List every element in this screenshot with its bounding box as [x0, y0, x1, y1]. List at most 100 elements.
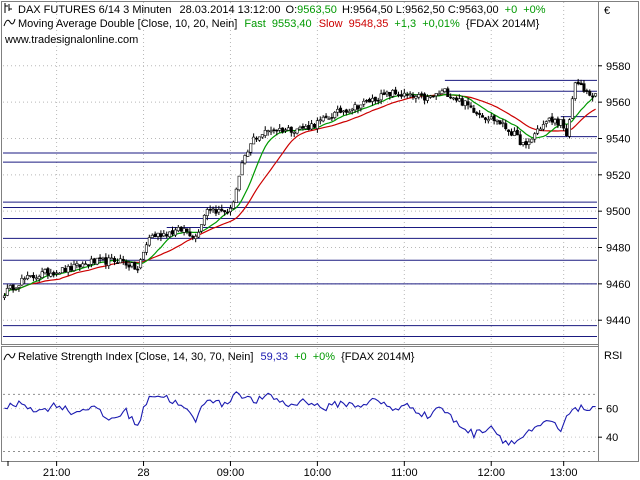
candle-body [463, 100, 467, 107]
rsi-axis-ticks: 40 60 [598, 404, 618, 444]
rsi-icon [3, 352, 16, 361]
candle-body [457, 98, 461, 102]
candle-body [284, 129, 288, 132]
candle-body [504, 123, 508, 130]
candle-body [376, 99, 380, 102]
candle-body [315, 120, 319, 129]
candle-body [452, 97, 456, 100]
time-tick-label: 11:00 [391, 467, 418, 479]
candle-group [2, 78, 598, 301]
candle-body [336, 108, 340, 113]
candle-body [559, 119, 563, 126]
time-tick-label: 28 [137, 467, 149, 479]
candle-body [252, 136, 256, 145]
candle-body [573, 82, 577, 99]
candle-body [382, 92, 386, 95]
candle-body [139, 259, 143, 269]
candle-body [179, 226, 183, 232]
candle-body [536, 128, 540, 134]
candle-body [188, 231, 192, 237]
candle-body [405, 94, 409, 96]
header-datetime: 28.03.2014 13:12:00 [180, 4, 281, 16]
candle-body [194, 235, 198, 240]
candle-body [423, 93, 427, 101]
candle-body [472, 107, 476, 113]
candle-body [286, 127, 290, 131]
indicator-name: Moving Average Double [Close, 10, 20, Ne… [18, 18, 237, 30]
candle-body [249, 143, 253, 153]
ohlc-l-value: 9562,50 [405, 4, 445, 16]
candle-body [344, 109, 348, 113]
ohlc-c-label: C: [448, 4, 459, 16]
candle-body [460, 98, 464, 106]
candle-body [246, 151, 250, 157]
candle-body [81, 263, 85, 268]
candle-body [538, 128, 542, 131]
candle-body [347, 110, 351, 113]
candle-body [23, 278, 27, 280]
candle-body [434, 93, 438, 97]
rsi-title: Relative Strength Index [Close, 14, 30, … [18, 351, 253, 363]
candle-body [168, 231, 172, 238]
candle-body [567, 119, 571, 137]
candle-body [440, 90, 444, 95]
ohlc-l-label: L: [396, 4, 405, 16]
rsi-tick-label: 60 [606, 404, 618, 416]
candle-body [223, 210, 227, 213]
rsi-change: +0 [294, 351, 307, 363]
candle-body [43, 269, 47, 274]
candle-body [121, 258, 125, 262]
time-tick-label: 10:00 [304, 467, 332, 479]
candle-body [17, 285, 21, 288]
candle-body [289, 126, 293, 133]
candle-body [588, 90, 592, 96]
candle-body [310, 123, 314, 130]
candle-body [220, 208, 224, 211]
candle-body [478, 113, 482, 115]
candle-body [550, 116, 554, 123]
candle-body [541, 124, 545, 130]
candle-body [133, 261, 137, 270]
rsi-line [4, 391, 596, 446]
candle-body [202, 214, 206, 226]
candle-body [118, 258, 122, 264]
rsi-symbol: {FDAX 2014M} [341, 351, 415, 363]
candle-body [379, 93, 383, 101]
ohlc-c-value: 9563,00 [459, 4, 499, 16]
candle-body [339, 107, 343, 113]
candle-body [92, 258, 96, 264]
candle-body [428, 95, 432, 98]
rsi-header: Relative Strength Index [Close, 14, 30, … [18, 351, 415, 363]
website-label: www.tradesignalonline.com [4, 34, 138, 46]
candle-body [63, 267, 67, 273]
candle-body [208, 208, 212, 211]
candle-body [234, 188, 238, 203]
candle-body [136, 268, 140, 271]
time-tick-label: 21:00 [43, 467, 71, 479]
slow-ma-group [3, 93, 596, 297]
candle-body [385, 91, 389, 95]
candle-body [281, 127, 285, 133]
candle-body [307, 125, 311, 130]
candle-body [333, 112, 337, 118]
rsi-tick-label: 40 [606, 432, 618, 444]
candle-body [411, 94, 415, 98]
candle-body [591, 95, 595, 98]
price-tick-label: 9440 [606, 315, 630, 327]
candle-body [321, 116, 325, 122]
candle-body [295, 128, 299, 134]
price-tick-label: 9460 [606, 279, 630, 291]
candle-body [501, 122, 505, 124]
candle-body [301, 126, 305, 129]
candle-body [353, 104, 357, 111]
candle-body [556, 118, 560, 126]
candle-body [98, 257, 102, 259]
candle-body [260, 134, 264, 138]
candle-body [443, 88, 447, 92]
candle-body [162, 233, 166, 237]
time-tick-label: 12:00 [477, 467, 505, 479]
candle-body [226, 211, 230, 214]
candle-body [101, 257, 105, 260]
candle-body [205, 209, 209, 216]
